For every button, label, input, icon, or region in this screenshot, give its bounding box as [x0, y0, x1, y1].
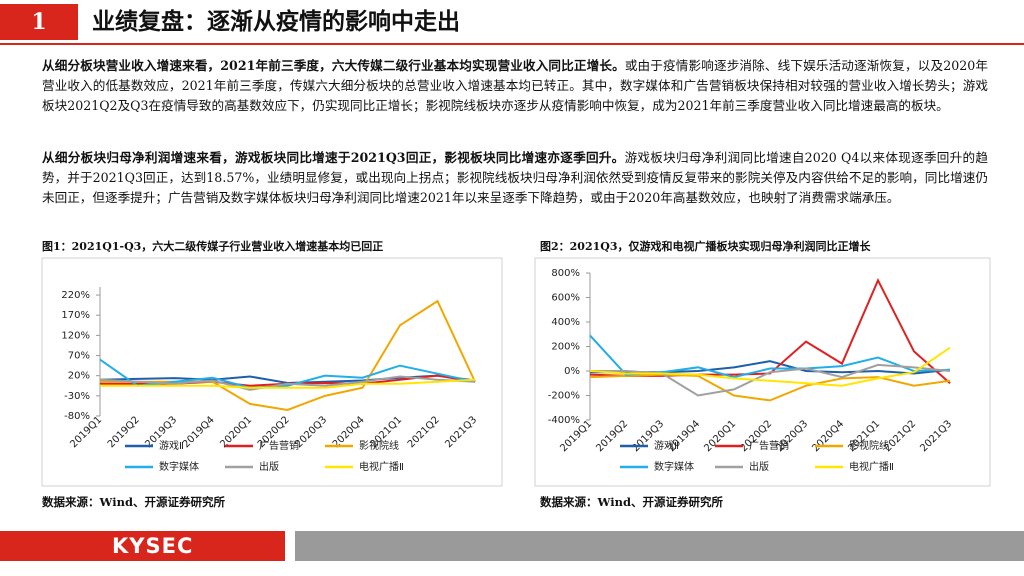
- chart-title: 图1：2021Q1-Q3，六大二级传媒子行业营业收入增速基本均已回正: [42, 240, 384, 253]
- source: 数据来源：Wind、开源证券研究所: [42, 495, 225, 509]
- y-tick-label: 20%: [68, 371, 90, 382]
- lead: 从细分板块营业收入增速来看，2021年前三季度，六大传媒二级行业基本均实现营业收…: [42, 58, 625, 73]
- y-tick-label: -400%: [548, 415, 580, 426]
- series-line: [99, 375, 476, 391]
- legend-label: 数字媒体: [654, 460, 694, 473]
- x-tick-label: 2021Q3: [443, 414, 479, 450]
- legend-label: 出版: [259, 460, 279, 473]
- y-tick-label: -80%: [64, 411, 90, 422]
- x-tick-label: 2020Q1: [702, 418, 738, 454]
- y-tick-label: -200%: [548, 391, 580, 402]
- y-tick-label: 800%: [551, 268, 580, 279]
- y-tick-label: 70%: [68, 351, 90, 362]
- header-rule: [0, 43, 1024, 45]
- y-tick-label: -30%: [64, 391, 90, 402]
- chart-title: 图2：2021Q3，仅游戏和电视广播板块实现归母净利润同比正增长: [540, 240, 871, 253]
- series-line: [589, 346, 951, 387]
- series-line: [100, 378, 476, 389]
- section-number: 1: [0, 4, 78, 40]
- y-tick-label: 0%: [564, 366, 580, 377]
- x-tick-label: 2021Q2: [406, 414, 442, 450]
- chart-frame: [41, 257, 503, 487]
- legend-label: 电视广播Ⅱ: [359, 460, 404, 473]
- legend-label: 出版: [749, 460, 769, 473]
- footer-bar: [295, 531, 1024, 561]
- legend-label: 游戏Ⅱ: [159, 439, 184, 452]
- chart-frame: [534, 257, 991, 487]
- y-tick-label: 220%: [61, 290, 90, 301]
- series-line: [589, 334, 951, 379]
- body-text: 或由于疫情影响逐步消除、线下娱乐活动逐渐恢复，以及2020年营业收入的低基数效应…: [42, 58, 988, 113]
- x-tick-label: 2019Q4: [181, 414, 217, 450]
- source: 数据来源：Wind、开源证券研究所: [540, 495, 723, 509]
- y-tick-label: 120%: [61, 330, 90, 341]
- paragraph: 从细分板块归母净利润增速来看，游戏板块同比增速于2021Q3回正，影视板块同比增…: [42, 148, 988, 208]
- legend-label: 影视院线: [359, 439, 399, 452]
- slide-title: 业绩复盘：逐渐从疫情的影响中走出: [92, 8, 460, 35]
- logo: KYSEC: [112, 534, 194, 558]
- paragraph: 从细分板块营业收入增速来看，2021年前三季度，六大传媒二级行业基本均实现营业收…: [42, 56, 988, 116]
- legend-label: 广告营销: [259, 439, 299, 452]
- x-tick-label: 2021Q3: [918, 418, 954, 454]
- footer-bar: [0, 531, 285, 561]
- legend-label: 电视广播Ⅱ: [849, 460, 894, 473]
- legend-label: 游戏Ⅱ: [654, 439, 679, 452]
- y-tick-label: 170%: [61, 310, 90, 321]
- legend-label: 广告营销: [749, 439, 789, 452]
- y-tick-label: 600%: [551, 293, 580, 304]
- lead: 从细分板块归母净利润增速来看，游戏板块同比增速于2021Q3回正，影视板块同比增…: [42, 150, 625, 165]
- legend-label: 影视院线: [849, 439, 889, 452]
- body-text: 游戏板块归母净利润同比增速自2020 Q4以来体现逐季回升的趋势，并于2021Q…: [42, 150, 989, 205]
- series-line: [589, 373, 951, 402]
- legend-label: 数字媒体: [159, 460, 199, 473]
- y-tick-label: 200%: [551, 342, 580, 353]
- y-tick-label: 400%: [551, 317, 580, 328]
- series-line: [100, 299, 476, 411]
- x-tick-label: 2019Q2: [594, 418, 630, 454]
- x-tick-label: 2020Q4: [810, 418, 846, 454]
